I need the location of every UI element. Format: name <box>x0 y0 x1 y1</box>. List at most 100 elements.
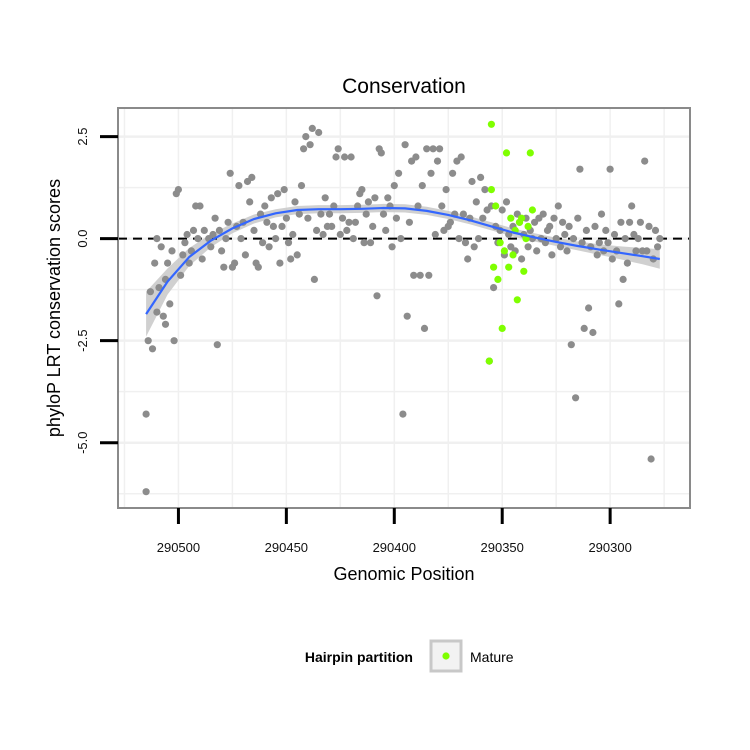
data-point <box>580 324 588 332</box>
mature-data-point <box>487 186 495 194</box>
mature-data-point <box>490 263 498 271</box>
panel-border <box>117 107 691 509</box>
data-point <box>459 210 467 218</box>
data-point <box>181 239 189 247</box>
data-point <box>235 182 243 190</box>
data-point <box>442 186 450 194</box>
data-point <box>561 230 569 239</box>
data-point <box>569 235 578 243</box>
data-point <box>597 210 606 218</box>
mature-data-point <box>485 357 493 365</box>
data-point <box>574 214 582 222</box>
data-point <box>209 230 217 239</box>
data-point <box>315 128 323 137</box>
data-point <box>595 239 603 247</box>
data-point <box>183 230 191 239</box>
mature-data-point <box>528 206 537 214</box>
data-point <box>366 239 375 247</box>
data-point <box>382 226 390 234</box>
data-point <box>556 243 565 251</box>
data-point <box>246 198 254 206</box>
data-point <box>261 202 269 210</box>
x-axis-title: Genomic Position <box>333 564 474 584</box>
legend-key-marker <box>442 652 450 660</box>
data-point <box>479 214 487 222</box>
data-point <box>341 153 349 161</box>
data-point <box>446 218 454 226</box>
data-point <box>420 324 429 332</box>
legend: Hairpin partition Mature <box>305 639 514 673</box>
data-point <box>328 222 336 230</box>
data-point <box>161 320 170 328</box>
data-point <box>248 173 256 181</box>
mature-data-point <box>498 324 506 332</box>
data-point <box>397 235 405 243</box>
data-point <box>464 255 472 263</box>
data-point <box>623 259 632 267</box>
panel-background <box>118 108 690 508</box>
data-point <box>470 243 478 251</box>
data-point <box>621 235 629 243</box>
data-point <box>615 300 623 308</box>
data-point <box>617 218 625 226</box>
mature-points <box>485 120 537 365</box>
data-point <box>550 214 558 222</box>
mature-data-point <box>494 275 502 283</box>
data-point <box>565 222 573 230</box>
data-point <box>548 251 556 259</box>
data-point <box>425 271 433 279</box>
data-point <box>390 182 398 190</box>
data-point <box>207 243 215 251</box>
data-point <box>418 182 426 190</box>
data-point <box>153 308 161 316</box>
data-point <box>334 145 342 153</box>
data-point <box>457 153 465 161</box>
data-point <box>142 488 150 496</box>
data-point <box>559 218 567 226</box>
data-point <box>412 153 420 161</box>
data-point <box>403 312 411 320</box>
data-point <box>259 239 267 247</box>
data-point <box>196 202 204 210</box>
data-point <box>582 226 591 234</box>
data-point <box>401 141 409 149</box>
data-point <box>226 169 234 177</box>
data-point <box>395 169 403 177</box>
data-point <box>552 235 560 243</box>
data-point <box>211 214 219 222</box>
data-point <box>626 218 634 226</box>
data-point <box>263 218 271 226</box>
data-point <box>438 202 446 210</box>
mature-data-point <box>524 222 532 230</box>
data-point <box>360 239 368 247</box>
data-point <box>606 165 614 173</box>
data-point <box>347 153 355 161</box>
data-point <box>319 230 327 239</box>
mature-data-point <box>505 263 513 271</box>
data-point <box>604 239 612 247</box>
data-point <box>349 235 357 243</box>
data-point <box>222 235 230 243</box>
mature-data-point <box>507 214 515 222</box>
data-point <box>610 230 619 239</box>
y-tick-label: 2.5 <box>75 128 90 146</box>
data-point <box>336 230 344 239</box>
data-point <box>429 145 437 153</box>
data-point <box>461 239 470 247</box>
y-tick-label: -2.5 <box>75 329 90 351</box>
mature-data-point <box>502 149 511 157</box>
data-point <box>651 226 660 234</box>
data-point <box>351 218 359 226</box>
data-point <box>278 222 286 230</box>
data-point <box>287 255 295 263</box>
mature-data-point <box>500 247 508 255</box>
data-point <box>213 341 221 349</box>
data-point <box>414 202 422 210</box>
data-point <box>146 288 154 296</box>
data-point <box>170 337 178 345</box>
data-point <box>578 239 586 247</box>
data-point <box>628 202 636 210</box>
data-point <box>142 410 150 418</box>
data-point <box>602 226 610 234</box>
data-point <box>477 173 485 181</box>
